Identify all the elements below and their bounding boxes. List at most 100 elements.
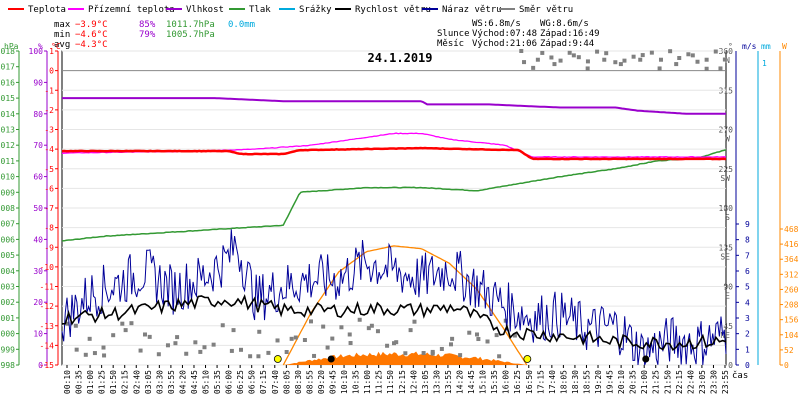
wind-direction-point <box>138 348 143 353</box>
direction-name-label: NE <box>720 331 730 340</box>
wind-direction-point <box>677 56 682 61</box>
wind-direction-point <box>173 341 178 346</box>
direction-tick-label: 45 <box>723 322 733 331</box>
solar-tick-label: 156 <box>784 316 799 325</box>
wind-direction-point <box>535 57 540 62</box>
solar-tick-label: 468 <box>784 225 799 234</box>
wind-direction-point <box>147 334 152 339</box>
direction-name-label: S <box>725 213 730 222</box>
wind-direction-point <box>102 353 107 358</box>
legend-label: Rychlost větru <box>355 5 431 15</box>
wind-tick-label: 2 <box>745 330 750 339</box>
sun-sunset-marker <box>523 355 532 363</box>
wind-direction-point <box>347 332 352 337</box>
wind-direction-point <box>120 321 125 326</box>
x-tick-label: 01:25 <box>98 370 107 394</box>
solar-tick-label: 416 <box>784 240 799 249</box>
wind-direction-point <box>321 324 326 329</box>
pressure-tick-label: 1003 <box>0 283 15 292</box>
x-tick-label: 18:55 <box>583 370 592 394</box>
wind-direction-point <box>123 328 128 333</box>
direction-name-label: E <box>725 292 730 301</box>
temp-tick-label: -4 <box>44 145 54 154</box>
wind-direction-point <box>576 55 581 60</box>
wind-tick-label: 4 <box>745 298 750 307</box>
stats-max-label: max <box>54 20 71 30</box>
moon-moonset-marker <box>327 355 335 363</box>
wind-direction-point <box>690 53 695 58</box>
wind-direction-point <box>722 57 727 62</box>
wind-direction-point <box>231 328 236 333</box>
legend-label: Vlhkost <box>186 5 224 15</box>
sun-sunrise-marker <box>273 355 282 363</box>
series-marks <box>61 49 727 366</box>
x-tick-label: 11:50 <box>386 370 395 394</box>
wind-direction-point <box>657 66 662 71</box>
legend-label: Směr větru <box>519 5 573 15</box>
precip-tick-label: 1 <box>762 59 767 68</box>
wind-direction-point <box>522 60 527 65</box>
x-tick-label: 06:00 <box>225 370 234 394</box>
x-tick-label: 17:15 <box>536 370 545 394</box>
x-tick-label: 23:05 <box>698 370 707 394</box>
temp-tick-label: -9 <box>44 243 54 252</box>
x-tick-label: 03:30 <box>155 370 164 394</box>
wind-direction-point <box>595 49 600 54</box>
x-tick-label: 22:15 <box>675 370 684 394</box>
wind-direction-point <box>531 65 536 70</box>
moon-set: Západ:9:44 <box>540 39 594 49</box>
wind-direction-point <box>458 353 463 358</box>
wind-direction-point <box>602 57 607 62</box>
x-tick-label: 13:55 <box>444 370 453 394</box>
wind-direction-point <box>369 323 374 328</box>
x-tick-label: 23:30 <box>710 370 719 394</box>
wind-tick-label: 0 <box>745 361 750 370</box>
humidity-tick-label: 30 <box>33 267 43 276</box>
wind-direction-point <box>497 354 502 359</box>
wind-direction-point <box>293 335 298 340</box>
wind-direction-point <box>394 340 399 345</box>
humidity-tick-label: 60 <box>33 173 43 182</box>
temp-tick-label: -8 <box>44 224 54 233</box>
x-tick-label: 01:00 <box>86 370 95 394</box>
humidity-tick-label: 20 <box>33 298 43 307</box>
wind-direction-point <box>430 351 435 356</box>
axes: 1018101710161015101410131012101110101009… <box>0 42 799 370</box>
wind-direction-point <box>74 347 79 352</box>
wind-axis-label: m/s <box>742 42 757 51</box>
x-tick-label: 01:50 <box>109 370 118 394</box>
wind-direction-point <box>143 332 147 337</box>
wind-direction-point <box>202 345 207 350</box>
stats-max-temp: −3.9°C <box>75 20 108 30</box>
wind-direction-point <box>467 330 472 335</box>
humidity-tick-label: 70 <box>33 141 43 150</box>
wind-direction-point <box>366 326 371 331</box>
moon-rise: Východ:21:06 <box>472 39 537 49</box>
x-tick-label: 10:35 <box>352 370 361 394</box>
wind-direction-point <box>649 50 654 55</box>
x-tick-label: 20:10 <box>617 370 626 394</box>
x-tick-label: 20:35 <box>629 370 638 394</box>
wind-direction-point <box>704 66 709 71</box>
legend-label: Náraz větru <box>442 5 502 15</box>
wind-direction-point <box>485 339 490 344</box>
moon-label: Měsíc <box>437 39 464 49</box>
x-axis-label: čas <box>732 370 748 381</box>
solar-tick-label: 312 <box>784 270 799 279</box>
wind-direction-point <box>552 62 557 67</box>
stats-precip: 0.0mm <box>228 20 255 30</box>
wind-direction-point <box>65 321 70 326</box>
x-tick-label: 13:30 <box>432 370 441 394</box>
wind-direction-point <box>613 60 618 65</box>
wind-direction-point <box>312 353 317 358</box>
wind-direction-point <box>686 52 691 57</box>
ground-temp-line <box>61 132 727 158</box>
wind-direction-point <box>339 325 344 330</box>
x-tick-label: 08:05 <box>282 370 291 394</box>
humidity-tick-label: 0 <box>38 361 43 370</box>
wind-direction-point <box>309 319 313 324</box>
x-tick-label: 19:45 <box>606 370 615 394</box>
